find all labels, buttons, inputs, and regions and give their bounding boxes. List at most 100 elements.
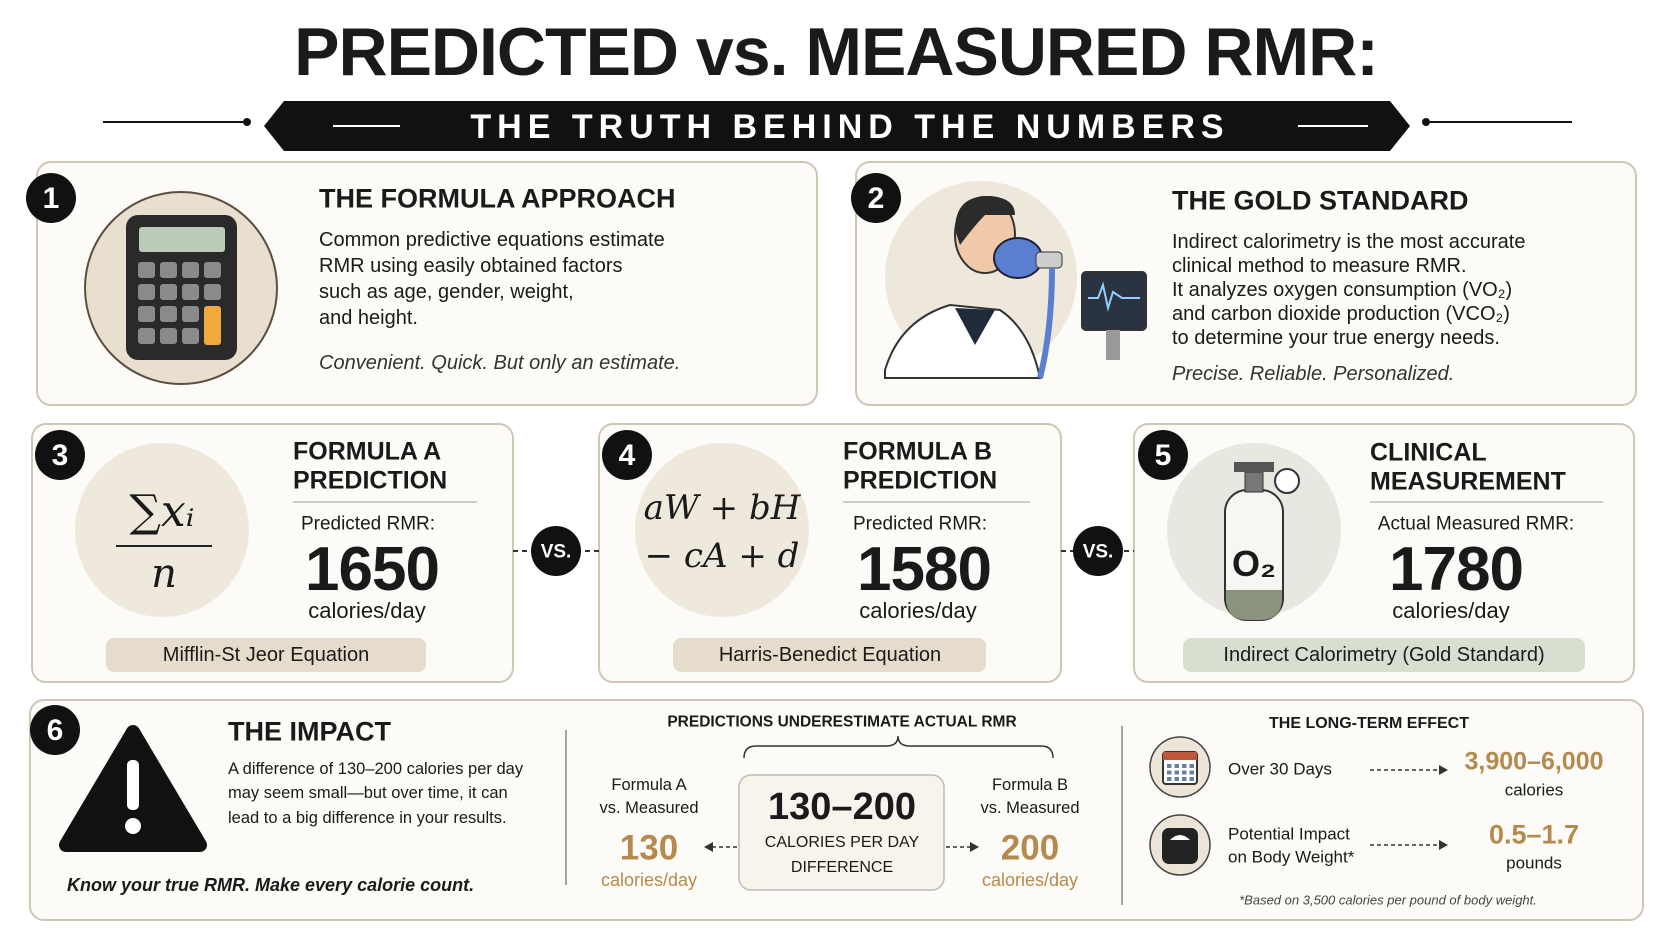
calculator-key	[138, 328, 155, 344]
effect-value: 3,900–6,000	[1464, 747, 1604, 776]
tank-base	[1226, 590, 1282, 620]
warning-mark	[125, 818, 141, 834]
card-text: clinical method to measure RMR.	[1172, 255, 1467, 277]
comparison-unit: calories/day	[600, 870, 698, 890]
monitor-stand	[1106, 330, 1120, 360]
value: 1580	[857, 535, 992, 604]
badge	[851, 173, 901, 223]
calendar-cell	[1189, 770, 1194, 775]
method: Harris-Benedict Equation	[718, 644, 942, 666]
value-label: Predicted RMR:	[300, 513, 436, 535]
card-text: RMR using easily obtained factors	[319, 255, 623, 277]
tank-valve	[1234, 462, 1274, 472]
tagline: Know your true RMR. Make every calorie c…	[67, 875, 475, 895]
formula: n	[151, 551, 177, 597]
calculator-key	[182, 262, 199, 278]
card-title: FORMULA A	[293, 437, 442, 466]
card-text: such as age, gender, weight,	[319, 281, 574, 303]
monitor-wave	[1088, 281, 1140, 312]
card-title: CLINICAL	[1370, 438, 1487, 467]
value: 1780	[1389, 535, 1524, 604]
effect-unit: calories	[1504, 780, 1564, 800]
card-text: A difference of 130–200 calories per day	[228, 759, 524, 778]
calculator-key	[160, 328, 177, 344]
calculator-keys	[138, 262, 221, 345]
calendar-cell	[1167, 770, 1172, 775]
scale-icon	[1162, 828, 1198, 864]
badge-number: 2	[867, 182, 885, 215]
card-title: PREDICTION	[843, 466, 998, 495]
calculator-key	[182, 284, 199, 300]
badge-number: 3	[51, 439, 69, 472]
badge-number: 4	[618, 439, 636, 472]
badge	[1138, 430, 1188, 480]
calendar-cell	[1167, 777, 1172, 781]
effect-label: Over 30 Days	[1228, 759, 1332, 779]
effect-label: on Body Weight*	[1228, 847, 1355, 867]
calendar-header	[1163, 752, 1197, 760]
footnote: *Based on 3,500 calories per pound of bo…	[1239, 892, 1537, 908]
difference-box	[738, 774, 945, 891]
card-title: MEASUREMENT	[1370, 467, 1566, 496]
calendar-grid	[1167, 764, 1194, 781]
card-text: and height.	[319, 307, 418, 329]
calculator-key	[204, 306, 221, 345]
calculator-key	[204, 284, 221, 300]
card-title: FORMULA B	[843, 437, 993, 466]
calendar-cell	[1174, 777, 1179, 781]
comparison-value: 130	[619, 828, 679, 868]
difference-value: 130–200	[768, 786, 916, 828]
value-label: Predicted RMR:	[852, 513, 988, 535]
calendar-cell	[1182, 770, 1187, 775]
calculator-key	[160, 306, 177, 322]
tagline: Convenient. Quick. But only an estimate.	[319, 352, 681, 374]
unit: calories/day	[859, 598, 977, 623]
title: PREDICTED vs. MEASURED RMR:	[294, 14, 1379, 90]
difference-label: DIFFERENCE	[790, 859, 894, 876]
value: 1650	[305, 535, 440, 604]
calculator-key	[182, 306, 199, 322]
comparison-label: vs. Measured	[599, 798, 699, 817]
icon-circle	[635, 443, 809, 617]
tagline: Precise. Reliable. Personalized.	[1172, 363, 1455, 385]
card-text: lead to a big difference in your results…	[228, 808, 507, 827]
arrow-head	[1439, 840, 1448, 850]
card-title: THE GOLD STANDARD	[1172, 185, 1469, 216]
badge-number: 1	[42, 182, 60, 215]
unit: calories/day	[1392, 598, 1510, 623]
section-heading: THE LONG-TERM EFFECT	[1269, 715, 1469, 732]
shirt	[955, 308, 995, 345]
comparison-value: 200	[1000, 828, 1060, 868]
method: Mifflin-St Jeor Equation	[162, 644, 370, 666]
scale-dial	[1170, 835, 1190, 840]
tube	[1037, 267, 1055, 379]
tank-label: O₂	[1232, 543, 1276, 584]
icon-circle	[75, 443, 249, 617]
badge-number: 5	[1154, 439, 1172, 472]
comparison-label: Formula A	[611, 775, 687, 794]
calculator-screen	[139, 227, 225, 252]
banner	[264, 101, 1410, 151]
tank-valve	[1244, 471, 1264, 493]
card-text: and carbon dioxide production (VCO₂)	[1172, 303, 1510, 325]
tank-gauge	[1274, 468, 1300, 494]
card-text: may seem small—but over time, it can	[228, 783, 508, 802]
warning-mark	[127, 760, 139, 810]
unit: calories/day	[308, 598, 426, 623]
comparison-label: vs. Measured	[980, 798, 1080, 817]
calculator-key	[160, 284, 177, 300]
method-pill	[1183, 638, 1585, 672]
difference-label: CALORIES PER DAY	[764, 834, 920, 851]
card-title: THE FORMULA APPROACH	[319, 183, 676, 214]
vs-badge	[531, 526, 581, 576]
calendar-cell	[1189, 764, 1194, 768]
arrow-head	[970, 842, 979, 852]
card-text: to determine your true energy needs.	[1172, 327, 1500, 349]
arrow-head	[704, 842, 713, 852]
formula: ∑xᵢ	[129, 486, 195, 537]
card-text: Indirect calorimetry is the most accurat…	[1172, 231, 1526, 253]
vs-label: VS.	[1082, 541, 1114, 563]
comparison-unit: calories/day	[981, 870, 1079, 890]
